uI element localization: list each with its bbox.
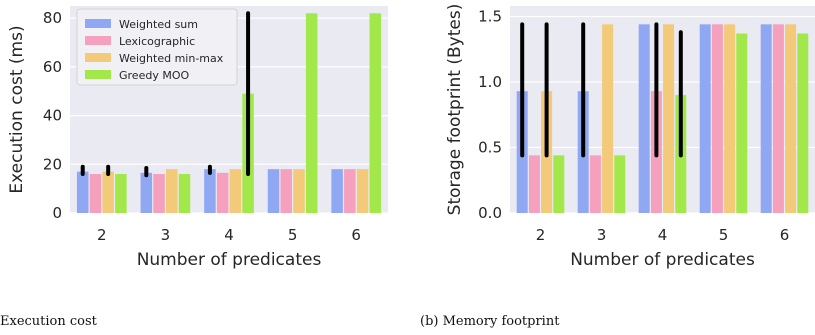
bar [178,174,191,213]
bar [528,155,540,213]
bar [638,24,650,214]
bar [736,33,748,213]
y-tick-label: 1.5 [478,7,502,25]
y-tick-label: 40 [43,107,62,125]
x-tick-label: 5 [719,226,729,244]
x-tick-label: 3 [161,226,171,244]
memory-footprint-chart: 0.0 0.5 1.0 1.5 2 3 4 5 6 Number of predicates Sto… [445,0,815,270]
y-tick-label: 80 [43,9,62,27]
y-tick-label: 20 [43,155,62,173]
x-tick-label: 6 [780,226,790,244]
y-tick-label: 0.5 [478,138,502,156]
bar [369,13,382,214]
bar [589,155,601,213]
axis-offset-label: 1e8 [508,0,536,4]
legend: Weighted sum Lexicographic Weighted min-ma… [76,8,238,86]
y-tick-label: 1.0 [478,73,502,91]
x-tick-label: 2 [97,226,107,244]
execution-cost-chart: 0 20 40 60 80 2 3 4 5 6 Number of predicates Execut… [7,6,388,270]
bar [153,174,165,213]
legend-swatch [85,36,111,45]
bar [553,155,565,213]
x-axis-label: Number of predicates [137,250,322,270]
bar [204,169,216,213]
x-tick-label: 2 [536,226,546,244]
x-tick-label: 3 [597,226,607,244]
bar [280,169,292,213]
bar [267,169,280,213]
y-tick-label: 60 [43,58,62,76]
bar [356,169,369,213]
x-axis-label: Number of predicates [570,250,755,270]
y-tick-label: 0.0 [478,204,502,222]
charts-figure: 0 20 40 60 80 2 3 4 5 6 Number of predicates Execut… [7,0,815,270]
y-axis-label: Storage footprint (Bytes) [445,4,465,216]
bar [711,24,723,214]
x-tick-label: 5 [288,226,298,244]
bar [344,169,356,213]
bar [663,24,675,214]
x-tick-label: 4 [658,226,668,244]
caption-memory-footprint: (b) Memory footprint [420,314,560,329]
bar [229,169,242,213]
bar [76,171,89,213]
bar [699,24,711,214]
bar [166,169,178,213]
legend-entry: Weighted min-max [119,52,224,65]
bar [797,33,809,213]
caption-execution-cost: Execution cost [0,314,97,329]
y-tick-label: 0 [52,204,62,222]
bar [602,24,614,214]
legend-swatch [85,70,111,79]
bar [785,24,797,214]
x-tick-label: 6 [351,226,361,244]
bar [216,172,229,213]
bar [305,13,318,214]
bar [760,24,772,214]
legend-swatch [85,53,111,62]
x-tick-label: 4 [224,226,234,244]
bar [102,171,114,213]
bar [331,169,343,213]
bar [293,169,305,213]
bar [140,172,153,213]
bar [89,174,102,213]
bar [724,24,736,214]
bar [115,174,127,213]
legend-swatch [85,19,111,28]
legend-entry: Greedy MOO [119,69,189,82]
y-axis-label: Execution cost (ms) [7,25,27,193]
legend-entry: Weighted sum [119,18,198,31]
bar [614,155,626,213]
bar [772,24,784,214]
legend-entry: Lexicographic [119,35,195,48]
